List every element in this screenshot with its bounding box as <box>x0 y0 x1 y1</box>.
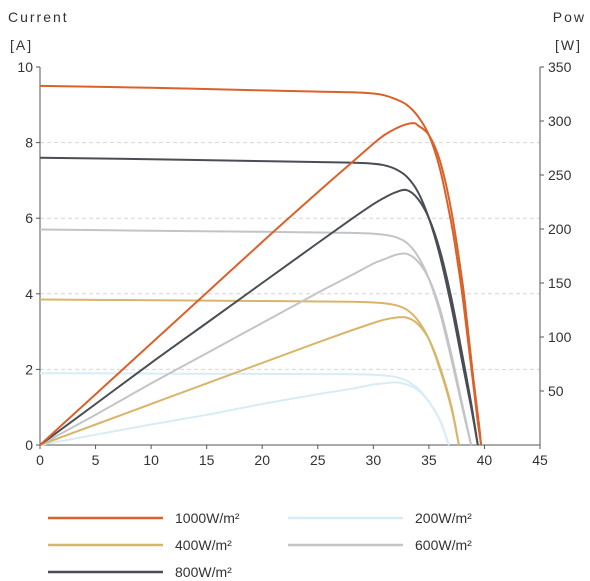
x-tick-label: 40 <box>477 452 493 468</box>
legend-label-400wm: 400W/m² <box>175 537 232 553</box>
tick-labels: 0 5 10 15 20 25 30 35 40 45 0 2 4 6 8 10 50 100 150 200 250 3… <box>17 59 571 468</box>
y-right-tick-label: 300 <box>548 113 572 129</box>
x-tick-label: 10 <box>143 452 159 468</box>
current-curve-600wm <box>39 228 473 446</box>
power-curve-800wm <box>39 188 479 446</box>
y-right-tick-label: 100 <box>548 329 572 345</box>
power-curve-400wm <box>39 316 460 446</box>
x-tick-label: 0 <box>36 452 44 468</box>
x-tick-label: 35 <box>421 452 437 468</box>
y-left-tick-label: 0 <box>25 437 33 453</box>
y-left-tick-label: 8 <box>25 135 33 151</box>
y-right-tick-label: 50 <box>548 383 564 399</box>
current-curve-1000wm <box>39 84 483 446</box>
power-curve-200wm <box>39 381 450 446</box>
power-curve-600wm <box>39 252 473 446</box>
x-tick-label: 5 <box>92 452 100 468</box>
y-left-unit: [A] <box>10 37 33 53</box>
x-tick-label: 30 <box>366 452 382 468</box>
axes <box>39 67 541 446</box>
current-curve-400wm <box>39 298 460 446</box>
x-tick-label: 15 <box>199 452 215 468</box>
current-curve-800wm <box>39 156 479 446</box>
series-curves <box>39 84 483 446</box>
current-curve-200wm <box>39 372 450 446</box>
legend-label-1000wm: 1000W/m² <box>175 510 240 526</box>
y-left-tick-label: 2 <box>25 361 33 377</box>
y-right-title: Pow <box>553 9 586 25</box>
y-left-title: Current <box>8 9 69 25</box>
legend-label-200wm: 200W/m² <box>415 510 472 526</box>
y-left-tick-label: 10 <box>17 59 33 75</box>
y-right-unit: [W] <box>555 37 582 53</box>
y-left-tick-label: 4 <box>25 286 33 302</box>
y-right-tick-label: 200 <box>548 221 572 237</box>
x-tick-label: 25 <box>310 452 326 468</box>
y-left-tick-label: 6 <box>25 210 33 226</box>
x-tick-label: 45 <box>532 452 548 468</box>
gridlines <box>40 142 540 370</box>
power-curve-1000wm <box>39 122 483 446</box>
legend-label-800wm: 800W/m² <box>175 564 232 580</box>
y-right-tick-label: 250 <box>548 167 572 183</box>
x-tick-label: 20 <box>254 452 270 468</box>
y-right-tick-label: 350 <box>548 59 572 75</box>
legend: 1000W/m² 800W/m² 600W/m² 400W/m² 200W/m² <box>48 510 472 580</box>
y-right-tick-label: 150 <box>548 275 572 291</box>
legend-label-600wm: 600W/m² <box>415 537 472 553</box>
